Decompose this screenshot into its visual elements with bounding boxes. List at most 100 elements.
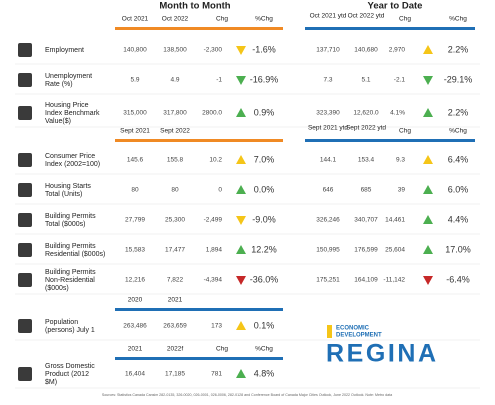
cell: 323,390 bbox=[316, 110, 340, 117]
cell: 17,185 bbox=[165, 371, 185, 378]
column-header: %Chg bbox=[255, 346, 273, 353]
cell: 2,970 bbox=[389, 47, 406, 54]
logo-name: REGINA bbox=[326, 340, 436, 368]
column-header: 2020 bbox=[128, 297, 143, 304]
column-header: Sept 2022 ytd bbox=[346, 125, 386, 132]
month-header: Month to Month bbox=[159, 1, 230, 12]
header-bar bbox=[115, 308, 283, 311]
trend-arrow bbox=[236, 321, 246, 330]
cell: -1 bbox=[216, 77, 222, 84]
row-label: Building Permits bbox=[45, 213, 96, 220]
cell: 7.0% bbox=[254, 154, 275, 164]
cell: 5.9 bbox=[130, 77, 139, 84]
row-icon bbox=[18, 183, 32, 197]
cell: 1,894 bbox=[206, 247, 223, 254]
row-icon bbox=[18, 43, 32, 57]
trend-arrow bbox=[423, 276, 433, 285]
ytd-header: Year to Date bbox=[368, 1, 423, 12]
cell: 27,799 bbox=[125, 217, 145, 224]
cell: 17.0% bbox=[445, 244, 471, 254]
cell: 317,800 bbox=[163, 110, 187, 117]
cell: -2.1 bbox=[394, 77, 406, 84]
trend-arrow bbox=[236, 185, 246, 194]
cell: 0.0% bbox=[254, 184, 275, 194]
row-label: Product (2012 bbox=[45, 371, 89, 378]
header-bar bbox=[115, 139, 283, 142]
cell: 138,500 bbox=[163, 47, 187, 54]
cell: 9.3 bbox=[396, 157, 405, 164]
cell: 12,216 bbox=[125, 277, 145, 284]
cell: -9.0% bbox=[252, 214, 276, 224]
row-label: Rate (%) bbox=[45, 81, 73, 88]
row-icon bbox=[18, 213, 32, 227]
row-label: $M) bbox=[45, 379, 57, 386]
trend-arrow bbox=[236, 108, 246, 117]
row-label: Housing Price bbox=[45, 102, 89, 109]
cell: -16.9% bbox=[250, 74, 279, 84]
header-bar bbox=[115, 357, 283, 360]
trend-arrow bbox=[423, 215, 433, 224]
cell: 781 bbox=[211, 371, 222, 378]
cell: 175,251 bbox=[316, 277, 340, 284]
row-label: Index (2002=100) bbox=[45, 161, 100, 168]
cell: 5.1 bbox=[361, 77, 370, 84]
cell: 4.9 bbox=[170, 77, 179, 84]
column-header: Oct 2022 ytd bbox=[348, 13, 385, 20]
cell: 140,680 bbox=[354, 47, 378, 54]
cell: 150,995 bbox=[316, 247, 340, 254]
column-header: 2021 bbox=[168, 297, 183, 304]
row-label: Building Permits bbox=[45, 243, 96, 250]
cell: 14,461 bbox=[385, 217, 405, 224]
cell: 16,404 bbox=[125, 371, 145, 378]
cell: 12,620.0 bbox=[353, 110, 379, 117]
row-icon bbox=[18, 319, 32, 333]
row-label: Total ($000s) bbox=[45, 221, 85, 228]
cell: 153.4 bbox=[358, 157, 375, 164]
trend-arrow bbox=[236, 46, 246, 55]
cell: 176,599 bbox=[354, 247, 378, 254]
cell: -1.6% bbox=[252, 44, 276, 54]
trend-arrow bbox=[236, 245, 246, 254]
cell: 173 bbox=[211, 323, 222, 330]
column-header: Sept 2022 bbox=[160, 128, 190, 135]
column-header: Oct 2022 bbox=[162, 16, 189, 23]
cell: 6.4% bbox=[448, 154, 469, 164]
row-label: Non-Residential bbox=[45, 277, 95, 284]
trend-arrow bbox=[236, 276, 246, 285]
cell: -4,394 bbox=[204, 277, 223, 284]
row-label: Building Permits bbox=[45, 269, 96, 276]
cell: 80 bbox=[171, 187, 179, 194]
cell: 4.1% bbox=[390, 110, 405, 117]
column-header: Chg bbox=[216, 346, 228, 353]
row-label: Population bbox=[45, 319, 78, 326]
row-icon bbox=[18, 153, 32, 167]
cell: 4.4% bbox=[448, 214, 469, 224]
trend-arrow bbox=[423, 108, 433, 117]
cell: 0.9% bbox=[254, 107, 275, 117]
row-label: Total (Units) bbox=[45, 191, 82, 198]
trend-arrow bbox=[236, 216, 246, 225]
row-label: Value($) bbox=[45, 118, 71, 125]
row-icon bbox=[18, 367, 32, 381]
row-label: ($000s) bbox=[45, 285, 69, 292]
column-header: Oct 2021 bbox=[122, 16, 149, 23]
cell: 340,707 bbox=[354, 217, 378, 224]
cell: -2,499 bbox=[204, 217, 223, 224]
trend-arrow bbox=[236, 155, 246, 164]
row-icon bbox=[18, 243, 32, 257]
row-label: Employment bbox=[45, 47, 84, 54]
header-bar bbox=[115, 27, 283, 30]
row-label: Unemployment bbox=[45, 73, 92, 80]
row-icon bbox=[18, 273, 32, 287]
column-header: Chg bbox=[399, 16, 411, 23]
cell: 137,710 bbox=[316, 47, 340, 54]
row-label: Consumer Price bbox=[45, 153, 95, 160]
row-icon bbox=[18, 73, 32, 87]
logo-accent bbox=[327, 325, 332, 338]
header-bar bbox=[305, 27, 475, 30]
row-label: Gross Domestic bbox=[45, 363, 95, 370]
column-header: Chg bbox=[216, 16, 228, 23]
trend-arrow bbox=[423, 155, 433, 164]
